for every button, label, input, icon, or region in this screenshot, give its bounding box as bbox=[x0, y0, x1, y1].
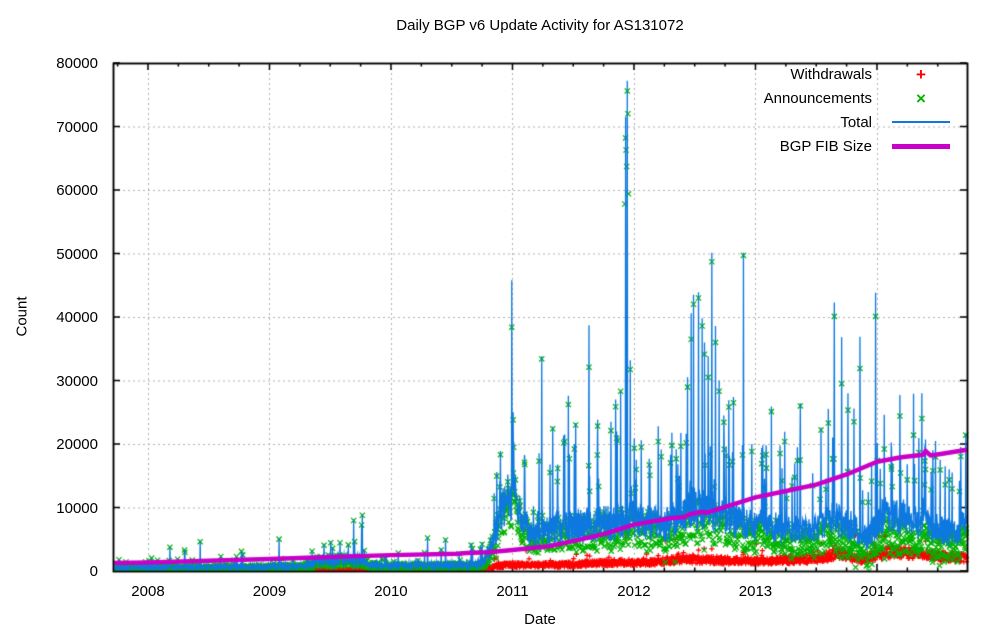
x-tick-label: 2011 bbox=[496, 583, 529, 600]
legend-item-announcements: Announcements × bbox=[764, 86, 960, 110]
y-tick-label: 80000 bbox=[56, 55, 98, 72]
y-tick-label: 30000 bbox=[56, 372, 98, 390]
x-tick-label: 2012 bbox=[617, 583, 651, 600]
x-tick-label: 2009 bbox=[252, 583, 287, 600]
legend-label: BGP FIB Size bbox=[779, 137, 872, 155]
x-axis-label: Date bbox=[524, 611, 556, 628]
legend-label: Total bbox=[840, 113, 872, 131]
legend-item-withdrawals: Withdrawals + bbox=[764, 62, 960, 86]
legend-item-fib-size: BGP FIB Size bbox=[764, 134, 960, 158]
line-sample-icon bbox=[882, 143, 960, 149]
legend-item-total: Total bbox=[764, 110, 960, 134]
y-tick-label: 70000 bbox=[56, 118, 98, 136]
line-sample-icon bbox=[882, 121, 960, 123]
y-tick-label: 20000 bbox=[56, 436, 98, 453]
plus-marker-icon: + bbox=[916, 64, 926, 84]
y-tick-label: 10000 bbox=[56, 499, 98, 517]
y-tick-label: 0 bbox=[89, 563, 98, 580]
chart-title: Daily BGP v6 Update Activity for AS13107… bbox=[396, 17, 684, 34]
x-tick-label: 2014 bbox=[860, 583, 894, 600]
y-tick-label: 50000 bbox=[56, 245, 98, 263]
legend-label: Withdrawals bbox=[790, 65, 872, 83]
x-tick-label: 2013 bbox=[738, 583, 773, 600]
x-tick-label: 2008 bbox=[131, 583, 165, 600]
y-tick-label: 40000 bbox=[56, 309, 98, 326]
x-tick-label: 2010 bbox=[374, 583, 408, 600]
legend-label: Announcements bbox=[763, 89, 872, 107]
chart-legend: Withdrawals + Announcements × Total BGP … bbox=[764, 62, 960, 158]
y-tick-label: 60000 bbox=[56, 182, 98, 199]
cross-marker-icon: × bbox=[916, 88, 926, 108]
